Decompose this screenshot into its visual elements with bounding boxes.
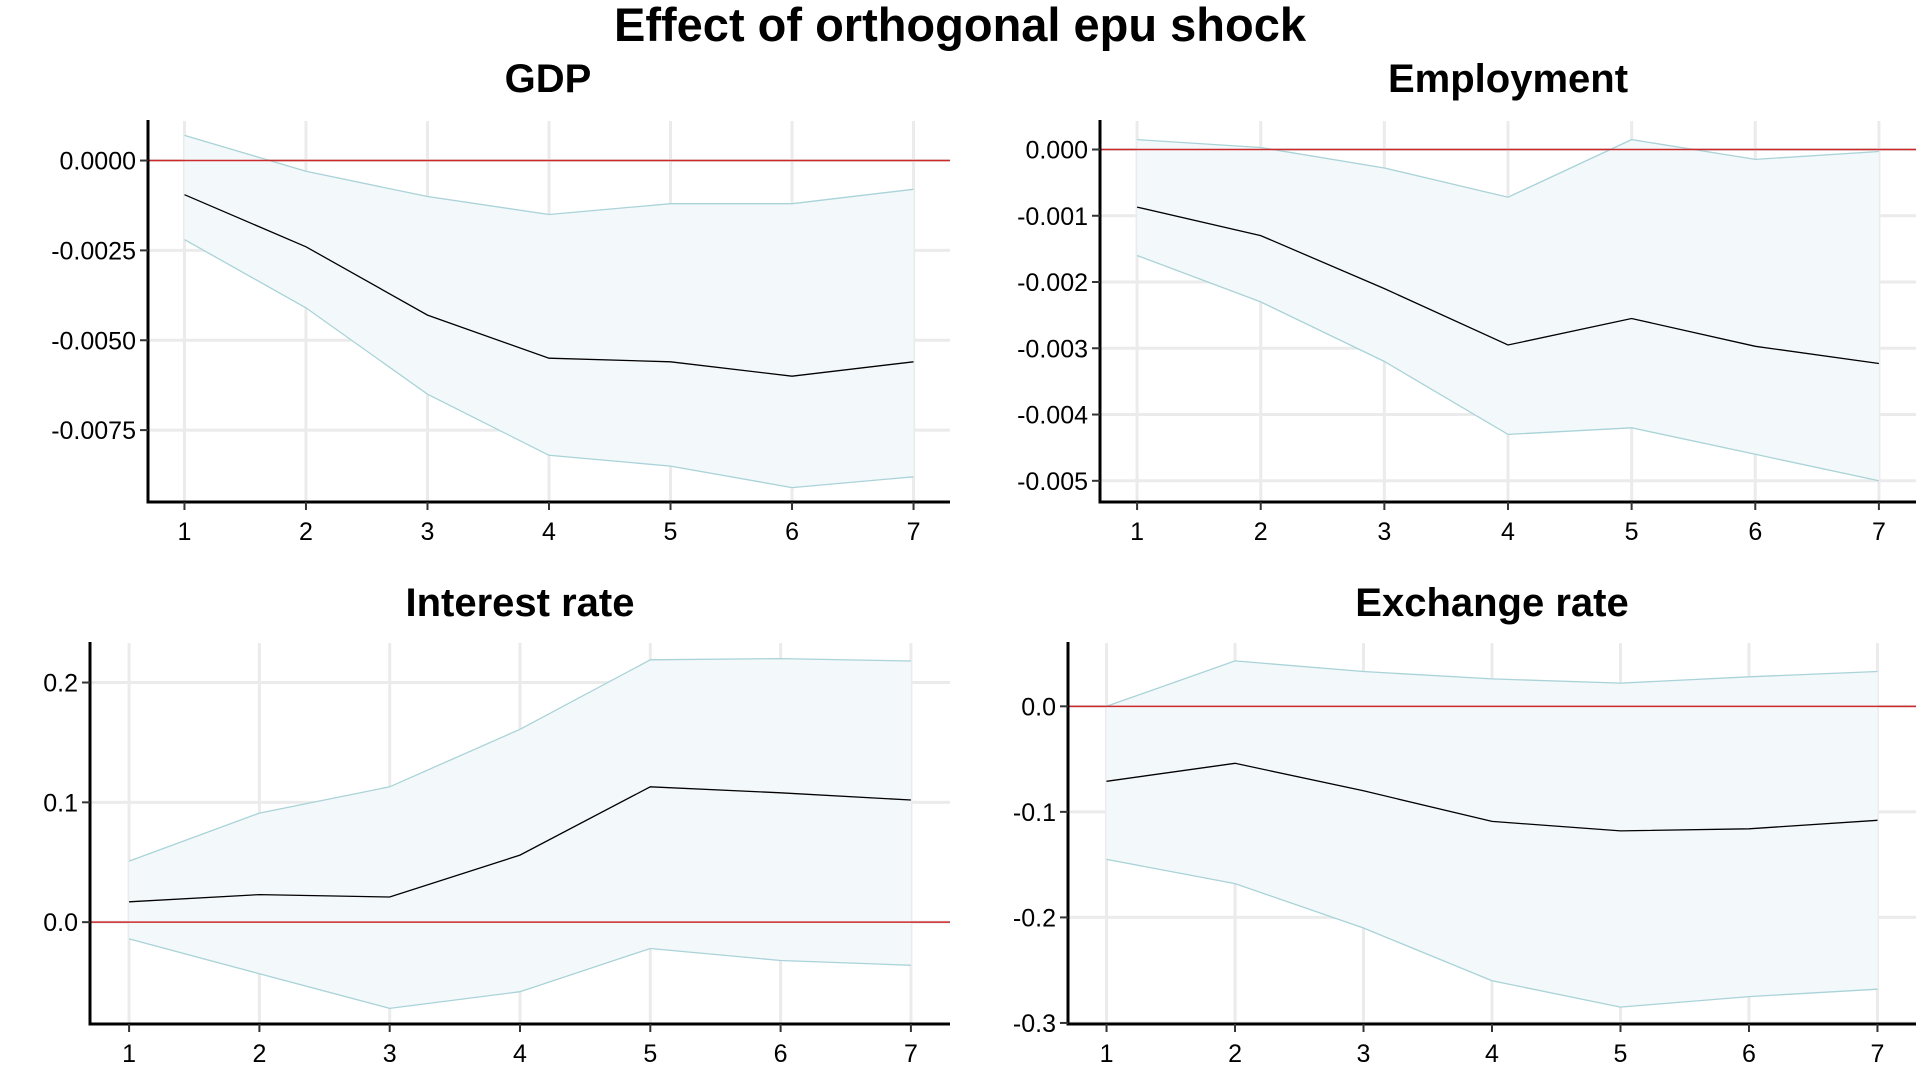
y-tick-label: 0.2	[43, 670, 78, 698]
estimate-line	[184, 194, 914, 377]
upper-bound-line	[184, 134, 914, 216]
panel-title: Interest rate	[406, 581, 635, 625]
x-tick-label: 4	[1501, 518, 1515, 546]
y-tick-label: -0.003	[1017, 335, 1088, 363]
x-tick-label: 1	[1130, 518, 1144, 546]
x-tick-label: 2	[1254, 518, 1268, 546]
x-tick-label: 7	[1871, 1040, 1885, 1068]
x-tick-label: 2	[1228, 1040, 1242, 1068]
panel-interest-rate: Interest rate 0.2 0.1 0.0 1 2 3 4 5 6 7	[43, 581, 950, 1068]
x-tick-label: 7	[907, 518, 921, 546]
y-tick-label: -0.2	[1013, 904, 1056, 932]
x-tick-label: 6	[774, 1040, 788, 1068]
upper-bound-line	[1137, 138, 1879, 198]
panel-exchange-rate: Exchange rate 0.0 -0.1 -0.2 -0.3 1 2 3 4 5 6 7	[1013, 581, 1916, 1068]
y-tick-label: -0.004	[1017, 402, 1088, 430]
panel-employment: Employment 0.000 -0.001 -0.002 -0.003 -0.004 -…	[1017, 57, 1916, 546]
x-tick-label: 4	[1485, 1040, 1499, 1068]
lower-bound-line	[184, 239, 914, 489]
x-tick-label: 1	[178, 518, 192, 546]
x-tick-label: 3	[1377, 518, 1391, 546]
confidence-band	[1106, 660, 1878, 1008]
x-tick-label: 5	[1625, 518, 1639, 546]
panel-title: Exchange rate	[1355, 581, 1628, 625]
x-tick-label: 3	[383, 1040, 397, 1068]
x-tick-label: 1	[1100, 1040, 1114, 1068]
upper-bound-line	[1106, 660, 1878, 707]
lower-bound-line	[1106, 858, 1878, 1008]
x-tick-label: 6	[1748, 518, 1762, 546]
x-tick-label: 7	[1872, 518, 1886, 546]
x-tick-label: 4	[542, 518, 556, 546]
panel-title: Employment	[1388, 57, 1628, 101]
x-tick-label: 4	[513, 1040, 527, 1068]
x-tick-label: 2	[299, 518, 313, 546]
estimate-line	[1136, 206, 1879, 365]
lower-bound-line	[1136, 254, 1880, 482]
y-tick-label: -0.0075	[51, 417, 136, 445]
x-tick-label: 5	[664, 518, 678, 546]
y-tick-label: -0.0050	[51, 327, 136, 355]
x-tick-label: 6	[1742, 1040, 1756, 1068]
y-tick-label: 0.000	[1025, 136, 1088, 164]
figure-title: Effect of orthogonal epu shock	[614, 0, 1306, 51]
y-tick-label: -0.1	[1013, 799, 1056, 827]
y-tick-label: -0.0025	[51, 237, 136, 265]
y-tick-label: 0.0	[43, 909, 78, 937]
estimate-line	[129, 786, 911, 903]
lower-bound-line	[128, 938, 911, 1010]
estimate-line	[1106, 762, 1878, 832]
y-tick-label: -0.002	[1017, 269, 1088, 297]
panel-gdp: GDP 0.0000 -0.0025 -0.0050 -0.0075 1 2 3 4 5 6 7	[51, 57, 950, 546]
x-tick-label: 5	[1614, 1040, 1628, 1068]
x-tick-label: 2	[252, 1040, 266, 1068]
confidence-band	[129, 658, 911, 1009]
confidence-band	[184, 135, 914, 488]
y-tick-label: 0.0	[1021, 693, 1056, 721]
x-tick-label: 7	[904, 1040, 918, 1068]
y-tick-label: -0.005	[1017, 468, 1088, 496]
x-tick-label: 3	[1357, 1040, 1371, 1068]
panel-title: GDP	[505, 57, 592, 101]
y-tick-label: 0.0000	[60, 148, 136, 176]
x-tick-label: 1	[122, 1040, 136, 1068]
x-tick-label: 6	[785, 518, 799, 546]
y-tick-label: 0.1	[43, 789, 78, 817]
y-tick-label: -0.001	[1017, 203, 1088, 231]
x-tick-label: 5	[643, 1040, 657, 1068]
upper-bound-line	[128, 657, 911, 862]
x-tick-label: 3	[421, 518, 435, 546]
y-tick-label: -0.3	[1013, 1010, 1056, 1038]
confidence-band	[1137, 139, 1879, 481]
